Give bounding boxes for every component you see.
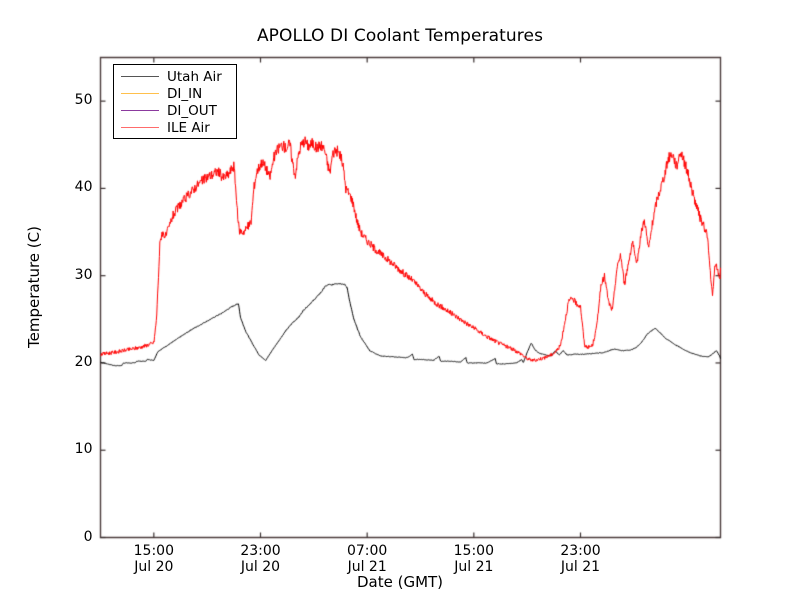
legend-item-utah-air: Utah Air bbox=[114, 68, 236, 85]
x-tick-label: 23:00 Jul 21 bbox=[521, 543, 641, 575]
y-tick-label: 30 bbox=[74, 266, 93, 283]
x-tick-time: 23:00 bbox=[560, 542, 601, 559]
legend-color-swatch bbox=[121, 127, 159, 128]
chart-legend: Utah Air DI_IN DI_OUT ILE Air bbox=[113, 64, 237, 139]
x-tick-date: Jul 20 bbox=[134, 558, 174, 575]
legend-color-swatch bbox=[121, 110, 159, 111]
legend-color-swatch bbox=[121, 76, 159, 77]
y-tick-label: 20 bbox=[74, 353, 93, 370]
x-tick-label: 15:00 Jul 20 bbox=[94, 543, 214, 575]
legend-item-ile-air: ILE Air bbox=[114, 119, 236, 136]
x-tick-label: 07:00 Jul 21 bbox=[307, 543, 427, 575]
x-tick-time: 07:00 bbox=[346, 542, 388, 559]
x-tick-date: Jul 21 bbox=[560, 558, 601, 575]
x-tick-label: 15:00 Jul 21 bbox=[414, 543, 534, 575]
legend-label: ILE Air bbox=[167, 119, 210, 136]
x-tick-date: Jul 21 bbox=[347, 558, 387, 575]
x-tick-label: 23:00 Jul 20 bbox=[201, 543, 321, 575]
legend-label: DI_IN bbox=[167, 85, 203, 102]
x-tick-time: 15:00 bbox=[453, 542, 494, 559]
x-tick-date: Jul 21 bbox=[454, 558, 494, 575]
legend-label: DI_OUT bbox=[167, 102, 217, 119]
x-tick-time: 23:00 bbox=[240, 542, 281, 559]
y-tick-label: 40 bbox=[74, 179, 93, 196]
legend-label: Utah Air bbox=[167, 68, 222, 85]
y-tick-label: 50 bbox=[74, 92, 93, 109]
x-tick-time: 15:00 bbox=[133, 542, 174, 559]
legend-item-di-in: DI_IN bbox=[114, 85, 236, 102]
y-tick-label: 10 bbox=[74, 441, 93, 458]
x-tick-date: Jul 20 bbox=[240, 558, 281, 575]
y-tick-label: 0 bbox=[83, 528, 93, 545]
legend-color-swatch bbox=[121, 93, 159, 94]
legend-item-di-out: DI_OUT bbox=[114, 102, 236, 119]
